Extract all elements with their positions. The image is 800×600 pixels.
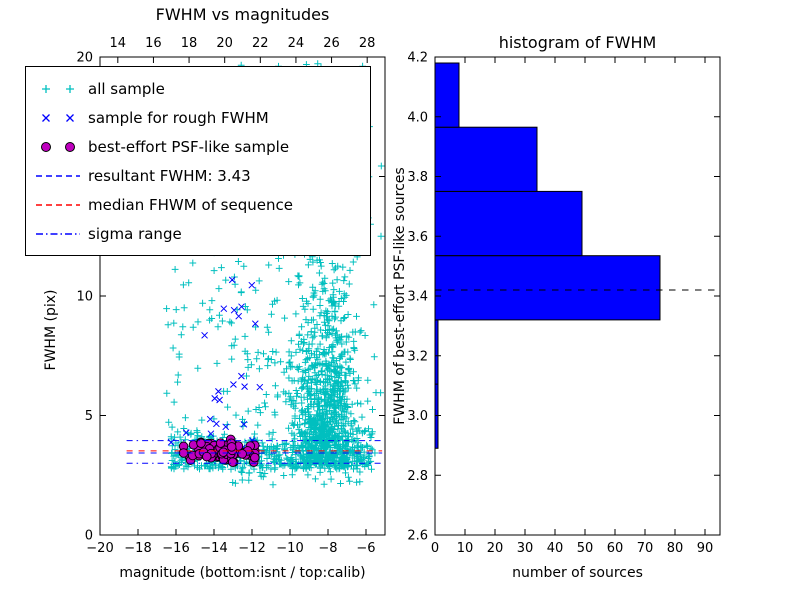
red-dashed-line-icon	[34, 196, 88, 214]
histogram-bar	[434, 255, 661, 321]
x-tick-label: 70	[637, 541, 654, 556]
scatter-x-icon	[34, 109, 88, 127]
y-tick-label: 10	[76, 290, 93, 305]
top-x-tick-label: 16	[145, 36, 162, 51]
y-tick-label: 3.4	[407, 290, 428, 305]
legend-label: all sample	[88, 79, 165, 98]
x-tick-label: −20	[86, 541, 113, 556]
y-tick-label: 3.2	[407, 349, 428, 364]
blue-dashdot-line-icon	[34, 225, 88, 243]
legend-item-resultant-fwhm: resultant FWHM: 3.43	[34, 161, 360, 190]
scatter-points	[126, 60, 385, 489]
histogram-bar	[434, 126, 538, 192]
histogram-bar	[434, 62, 460, 128]
y-tick-label: 2.8	[407, 469, 428, 484]
top-x-tick-label: 28	[359, 36, 376, 51]
hist-title: histogram of FWHM	[499, 33, 657, 52]
y-tick-label: 5	[85, 409, 93, 424]
legend-label: resultant FWHM: 3.43	[88, 166, 251, 185]
hist-xlabel: number of sources	[512, 565, 643, 581]
top-x-tick-label: 20	[216, 36, 233, 51]
x-tick-label: 20	[487, 541, 504, 556]
legend-item-all-sample: all sample	[34, 74, 360, 103]
x-tick-label: −12	[238, 541, 265, 556]
scatter-ylabel: FWHM (pix)	[43, 290, 59, 371]
x-tick-label: 90	[697, 541, 714, 556]
x-tick-label: 0	[431, 541, 439, 556]
x-tick-label: 80	[667, 541, 684, 556]
legend-label: median FHWM of sequence	[88, 195, 293, 214]
x-tick-label: 50	[577, 541, 594, 556]
histogram-plot: 0 10 20 30 40 50 60 70 80 90 2.6 2.8 3.0 3.2 3.4 3.6 3.8…	[407, 51, 721, 556]
blue-dashed-line-icon	[34, 167, 88, 185]
legend-label: best-effort PSF-like sample	[88, 137, 290, 156]
top-x-tick-label: 22	[252, 36, 269, 51]
top-x-tick-label: 26	[323, 36, 340, 51]
histogram-bar	[434, 190, 583, 257]
x-tick-label: 30	[517, 541, 534, 556]
x-tick-label: 40	[547, 541, 564, 556]
hist-ylabel: FWHM of best-effort PSF-like sources	[392, 167, 408, 424]
top-x-tick-label: 24	[288, 36, 305, 51]
legend-label: sigma range	[88, 224, 182, 243]
psf-circle-icon	[34, 138, 88, 156]
y-tick-label: 0	[85, 529, 93, 544]
y-tick-label: 4.2	[407, 51, 428, 66]
histogram-bars	[434, 62, 661, 449]
legend-item-rough-fwhm: sample for rough FWHM	[34, 103, 360, 132]
top-x-tick-label: 14	[110, 36, 127, 51]
y-tick-label: 4.0	[407, 110, 428, 125]
x-tick-label: −6	[356, 541, 375, 556]
x-tick-label: −16	[162, 541, 189, 556]
x-tick-label: −8	[318, 541, 337, 556]
y-tick-label: 3.8	[407, 170, 428, 185]
y-tick-label: 2.6	[407, 529, 428, 544]
y-tick-label: 3.0	[407, 409, 428, 424]
scatter-xlabel: magnitude (bottom:isnt / top:calib)	[119, 565, 365, 581]
x-tick-label: −18	[124, 541, 151, 556]
scatter-plot: −20 −18 −16 −14 −12 −10 −8 −6 14 16 18 20 22 24 26 28 0 5…	[76, 36, 386, 556]
legend-item-psf-sample: best-effort PSF-like sample	[34, 132, 360, 161]
x-tick-label: 10	[457, 541, 474, 556]
legend-item-median-fwhm: median FHWM of sequence	[34, 190, 360, 219]
x-tick-label: 60	[607, 541, 624, 556]
all-sample-markers	[163, 60, 385, 489]
legend-label: sample for rough FWHM	[88, 108, 269, 127]
legend-item-sigma-range: sigma range	[34, 219, 360, 248]
legend: all sample sample for rough FWHM best-ef…	[25, 66, 371, 256]
scatter-title: FWHM vs magnitudes	[156, 5, 330, 24]
x-tick-label: −14	[200, 541, 227, 556]
y-tick-label: 20	[76, 51, 93, 66]
y-tick-label: 3.6	[407, 230, 428, 245]
psf-sample-markers	[178, 434, 260, 467]
scatter-plus-icon	[34, 80, 88, 98]
top-x-tick-label: 18	[181, 36, 198, 51]
x-tick-label: −10	[276, 541, 303, 556]
